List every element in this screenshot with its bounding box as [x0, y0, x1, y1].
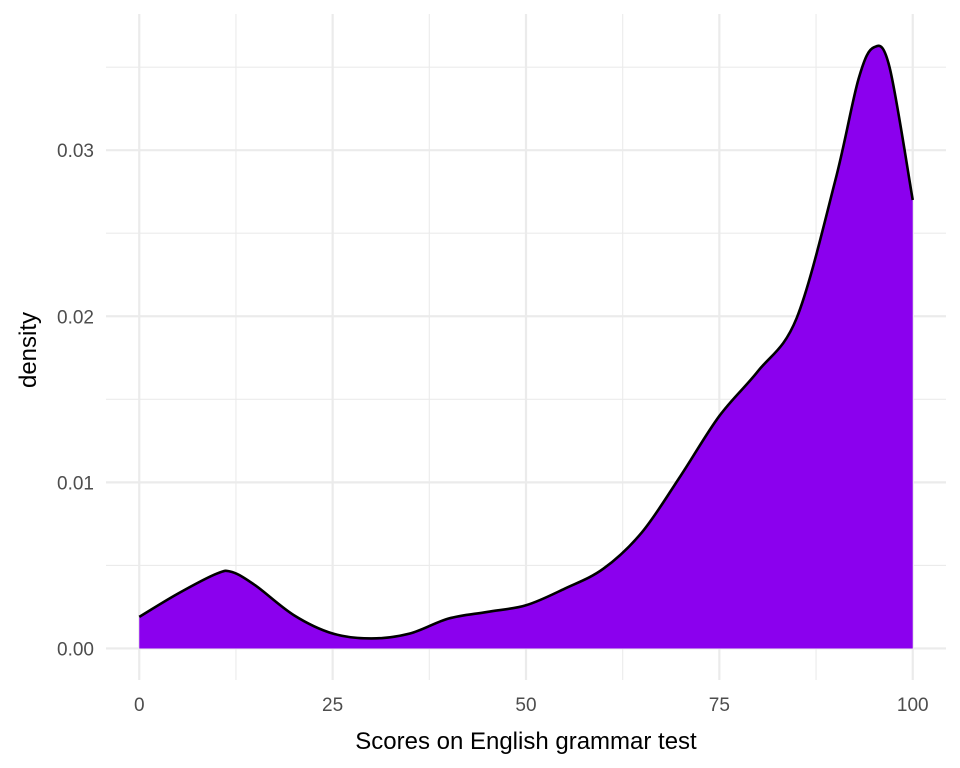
density-line	[138, 44, 915, 640]
x-tick-labels: 0 25 50 75 100	[134, 695, 929, 716]
x-tick-label: 0	[134, 695, 145, 716]
x-tick-label: 50	[515, 695, 536, 716]
y-tick-label: 0.01	[57, 473, 94, 494]
y-tick-label: 0.02	[57, 307, 94, 328]
y-axis-title: density	[15, 312, 42, 388]
y-tick-labels: 0.00 0.01 0.02 0.03	[57, 141, 94, 660]
major-gridlines	[106, 14, 946, 680]
x-tick-label: 25	[322, 695, 343, 716]
y-tick-label: 0.03	[57, 141, 94, 162]
y-tick-label: 0.00	[57, 639, 94, 660]
x-tick-label: 100	[897, 695, 929, 716]
x-tick-label: 75	[709, 695, 730, 716]
x-axis-title: Scores on English grammar test	[355, 728, 697, 755]
density-area	[139, 45, 913, 649]
